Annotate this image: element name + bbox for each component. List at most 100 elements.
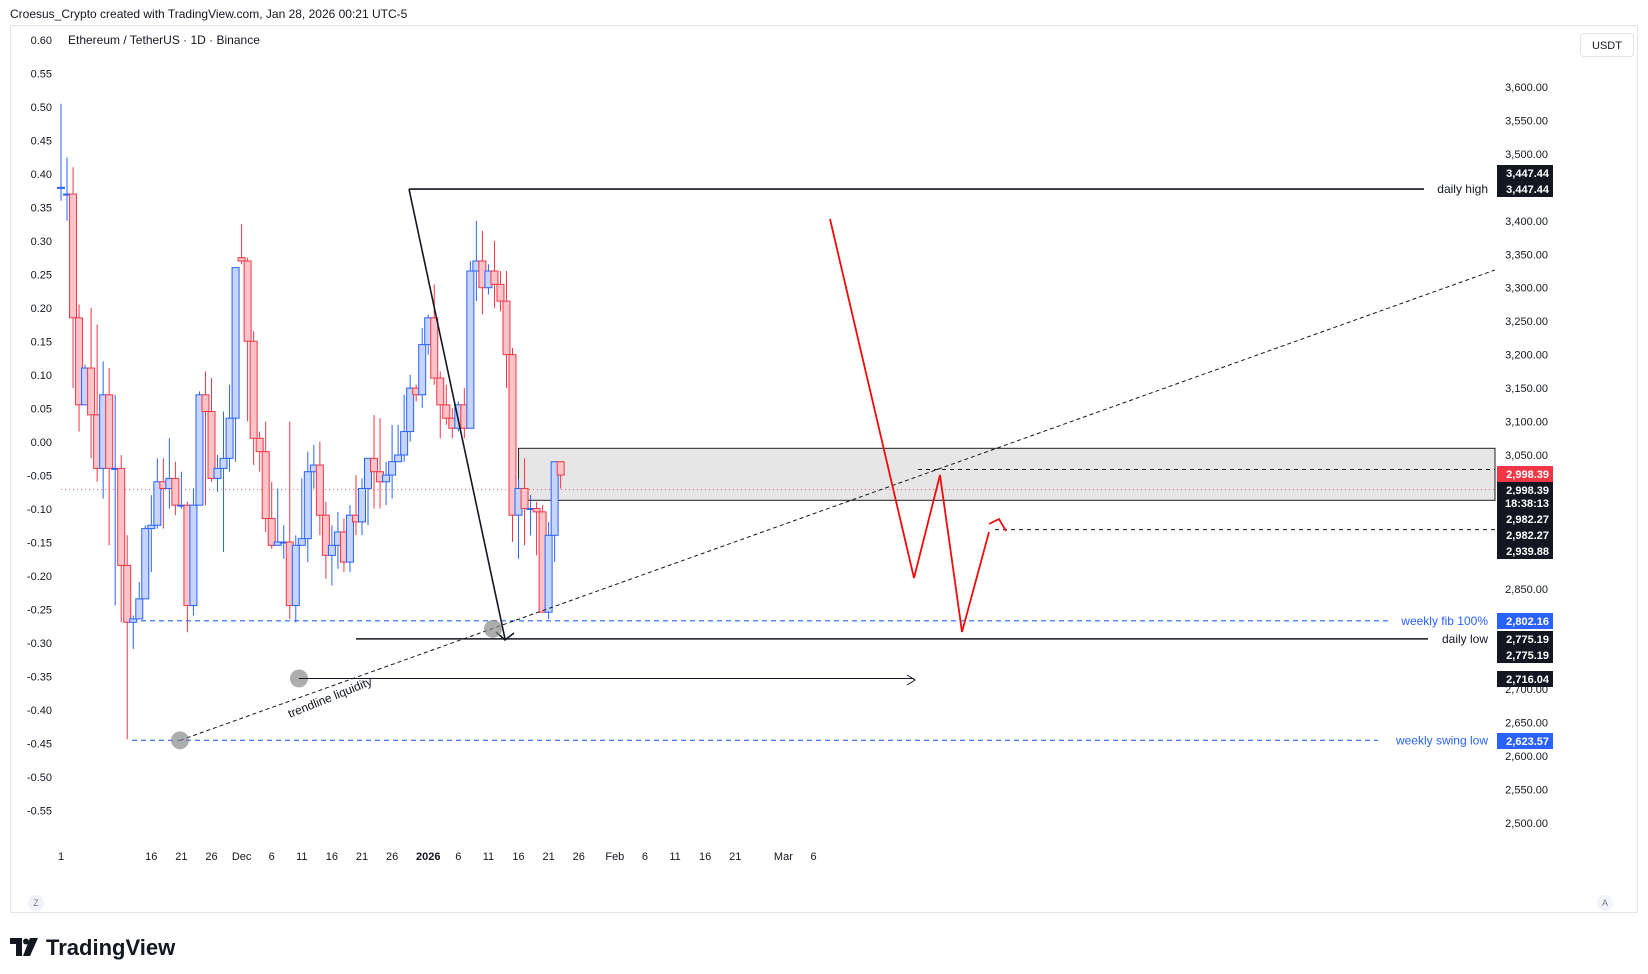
brand-name: TradingView xyxy=(46,935,176,960)
time-tick-label: 21 xyxy=(356,851,368,863)
tradingview-brand: TradingView xyxy=(10,935,175,962)
countdown-tag-bg xyxy=(1497,495,1553,511)
price-tick-label: 3,250.00 xyxy=(1505,316,1548,328)
current-price-tag-bg xyxy=(1497,466,1553,482)
candle-body xyxy=(75,317,84,406)
fib-touch-marker xyxy=(484,619,502,638)
time-tick-label: 21 xyxy=(542,851,554,863)
price-tick-label: 3,400.00 xyxy=(1505,216,1548,228)
tradingview-logo-icon xyxy=(10,936,40,962)
left-tick-label: 0.30 xyxy=(31,236,52,248)
candle-body xyxy=(231,267,240,419)
price-tick-label: 2,650.00 xyxy=(1505,718,1548,730)
countdown-tag: 18:38:13 xyxy=(1505,498,1549,510)
candle-body xyxy=(147,524,156,530)
level-2982-tag: 2,982.27 xyxy=(1506,514,1549,526)
candle-body xyxy=(273,541,282,546)
candle-body xyxy=(261,451,270,520)
left-tick-label: -0.20 xyxy=(27,571,52,583)
price-tick-label: 3,600.00 xyxy=(1505,82,1548,94)
impulse-leg-line xyxy=(408,188,506,640)
candle-body xyxy=(237,257,246,262)
weekly-swing-low-tag-bg xyxy=(1497,733,1553,749)
candle-body xyxy=(213,467,222,479)
time-tick-label: Feb xyxy=(605,851,624,863)
left-tick-label: -0.40 xyxy=(27,705,52,717)
time-tick-label: 1 xyxy=(58,851,64,863)
time-tick-label: 26 xyxy=(386,851,398,863)
candle-body xyxy=(520,487,529,510)
time-tick-label: 6 xyxy=(810,851,816,863)
candle-body xyxy=(69,193,78,319)
candle-body xyxy=(321,514,330,556)
candle-body xyxy=(430,317,439,379)
currency-button[interactable]: USDT xyxy=(1580,33,1634,57)
price-tick-label: 2,600.00 xyxy=(1505,751,1548,763)
daily-low-tag-2: 2,775.19 xyxy=(1506,650,1549,662)
symbol-legend[interactable]: Ethereum / TetherUS · 1D · Binance xyxy=(68,33,260,47)
candle-body xyxy=(117,467,126,566)
red-zigzag-path xyxy=(829,218,990,633)
candle-body xyxy=(496,283,505,302)
time-axis: 1 16 21 26 Dec 6 11 16 21 26 2026 6 11 16 21 26 Feb 6 11 16… xyxy=(58,851,817,863)
daily-high-tag-bg xyxy=(1497,181,1553,197)
time-tick-label: 16 xyxy=(699,851,711,863)
time-tick-label: Mar xyxy=(774,851,793,863)
left-tick-label: -0.35 xyxy=(27,672,52,684)
price-tick-label: 3,150.00 xyxy=(1505,383,1548,395)
price-tick-label: 3,350.00 xyxy=(1505,249,1548,261)
candle-body xyxy=(243,260,252,342)
candle-body xyxy=(123,564,132,623)
time-tick-label: 6 xyxy=(642,851,648,863)
candle-body xyxy=(195,394,204,506)
candle-body xyxy=(255,437,264,453)
time-tick-label: 6 xyxy=(455,851,461,863)
price-tick-label: 2,500.00 xyxy=(1505,818,1548,830)
weekly-swing-low-tag: 2,623.57 xyxy=(1506,736,1549,748)
time-tick-label: 16 xyxy=(145,851,157,863)
time-tick-label: 21 xyxy=(729,851,741,863)
time-tick-label: 11 xyxy=(296,851,307,863)
candle-body xyxy=(171,477,180,506)
left-tick-label: 0.20 xyxy=(31,303,52,315)
candle-body xyxy=(225,417,234,459)
level-2939-tag-bg xyxy=(1497,543,1553,559)
price-tick-label: 3,100.00 xyxy=(1505,417,1548,429)
level-2982-tag-2-bg xyxy=(1497,527,1553,543)
created-with-line: Croesus_Crypto created with TradingView.… xyxy=(10,7,408,21)
left-axis: 0.60 0.55 0.50 0.45 0.40 0.35 0.30 0.25 0.20 0.15… xyxy=(27,35,52,818)
level-2716-tag-bg xyxy=(1497,671,1553,687)
time-tick-label: 21 xyxy=(175,851,187,863)
candles xyxy=(57,103,565,740)
left-tick-label: 0.40 xyxy=(31,169,52,181)
left-tick-label: -0.55 xyxy=(27,806,52,818)
candle-body xyxy=(544,534,553,613)
weekly-swing-low-label: weekly swing low xyxy=(1395,733,1488,747)
candle-body xyxy=(370,457,379,473)
left-tick-label: 0.45 xyxy=(31,136,52,148)
candle-body xyxy=(358,487,366,523)
daily-low-tag: 2,775.19 xyxy=(1506,634,1549,646)
price-tick-label: 2,850.00 xyxy=(1505,584,1548,596)
candle-body xyxy=(207,411,216,479)
price-tick-label: 3,550.00 xyxy=(1505,115,1548,127)
auto-scale-button[interactable]: A xyxy=(1597,895,1613,911)
level-2982-tag-2: 2,982.27 xyxy=(1506,530,1549,542)
candle-body xyxy=(291,544,300,607)
daily-low-tag-bg xyxy=(1497,631,1553,647)
scale-z-button[interactable]: Z xyxy=(28,895,44,911)
left-tick-label: 0.55 xyxy=(31,69,52,81)
time-tick-label: 16 xyxy=(512,851,524,863)
candle-body xyxy=(327,544,336,556)
chart-frame xyxy=(10,25,1638,913)
daily-high-tag: 3,447.44 xyxy=(1506,184,1550,196)
price-tags: 3,447.443,447.442,998.392,998.3918:38:13… xyxy=(1497,165,1553,749)
candle-body xyxy=(297,538,306,546)
candle-body xyxy=(466,270,475,429)
candle-body xyxy=(141,528,150,600)
left-tick-label: -0.30 xyxy=(27,638,52,650)
candle-body xyxy=(129,618,138,623)
left-tick-label: 0.50 xyxy=(31,102,52,114)
daily-low-label: daily low xyxy=(1442,632,1488,646)
